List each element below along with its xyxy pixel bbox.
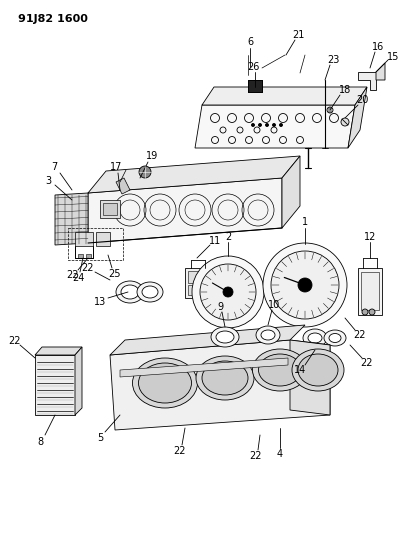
Text: 26: 26 — [247, 62, 259, 72]
Bar — [78, 254, 83, 258]
Ellipse shape — [138, 363, 192, 403]
Circle shape — [341, 118, 349, 126]
Circle shape — [271, 251, 339, 319]
Text: 14: 14 — [294, 365, 306, 375]
Text: 22: 22 — [9, 336, 21, 346]
Polygon shape — [55, 193, 88, 245]
Ellipse shape — [258, 354, 302, 386]
Text: 18: 18 — [339, 85, 351, 95]
Circle shape — [298, 278, 312, 292]
Ellipse shape — [298, 354, 338, 386]
Text: 4: 4 — [277, 449, 283, 459]
Circle shape — [362, 309, 368, 315]
Ellipse shape — [292, 349, 344, 391]
Polygon shape — [116, 178, 130, 194]
Polygon shape — [282, 156, 300, 228]
Text: 8: 8 — [37, 437, 43, 447]
Polygon shape — [290, 340, 330, 415]
Polygon shape — [88, 178, 282, 243]
Ellipse shape — [303, 329, 327, 347]
Ellipse shape — [133, 358, 197, 408]
Circle shape — [200, 264, 256, 320]
Ellipse shape — [196, 356, 254, 400]
Text: 16: 16 — [372, 42, 384, 52]
Circle shape — [139, 166, 151, 178]
Bar — [188, 271, 206, 283]
Text: 7: 7 — [51, 162, 57, 172]
Text: 12: 12 — [364, 232, 376, 242]
Text: 3: 3 — [45, 176, 51, 186]
Polygon shape — [358, 268, 382, 315]
Circle shape — [223, 287, 233, 297]
Text: 20: 20 — [356, 95, 368, 105]
Text: 22: 22 — [250, 451, 262, 461]
Polygon shape — [120, 358, 288, 377]
Text: 1: 1 — [302, 217, 308, 227]
Ellipse shape — [211, 327, 239, 347]
Circle shape — [369, 309, 375, 315]
Ellipse shape — [329, 334, 341, 343]
Polygon shape — [376, 63, 385, 80]
Ellipse shape — [324, 330, 346, 346]
Polygon shape — [110, 340, 330, 430]
Bar — [185, 268, 209, 298]
Ellipse shape — [216, 331, 234, 343]
Polygon shape — [75, 347, 82, 415]
Polygon shape — [88, 156, 300, 193]
Ellipse shape — [121, 285, 139, 299]
Circle shape — [263, 243, 347, 327]
Text: 22: 22 — [67, 270, 79, 280]
Polygon shape — [358, 72, 376, 90]
Text: 15: 15 — [387, 52, 399, 62]
Polygon shape — [195, 105, 355, 148]
Text: 19: 19 — [146, 151, 158, 161]
Bar — [68, 228, 123, 260]
Ellipse shape — [137, 282, 163, 302]
Text: 17: 17 — [110, 162, 122, 172]
Circle shape — [272, 124, 276, 126]
Bar — [188, 285, 206, 295]
Text: 22: 22 — [174, 446, 186, 456]
Polygon shape — [100, 200, 120, 218]
Ellipse shape — [202, 361, 248, 395]
Polygon shape — [35, 355, 75, 415]
Bar — [248, 80, 262, 92]
Bar — [86, 254, 91, 258]
Circle shape — [258, 124, 262, 126]
Text: 22: 22 — [82, 263, 94, 273]
Circle shape — [192, 256, 264, 328]
Text: 6: 6 — [247, 37, 253, 47]
Bar — [96, 232, 110, 246]
Circle shape — [327, 107, 333, 113]
Bar — [103, 203, 117, 215]
Polygon shape — [202, 87, 367, 105]
Text: 22: 22 — [361, 358, 373, 368]
Text: 23: 23 — [327, 55, 339, 65]
Bar — [361, 272, 379, 310]
Text: 9: 9 — [217, 302, 223, 312]
Bar — [75, 232, 93, 246]
Ellipse shape — [142, 286, 158, 298]
Text: 13: 13 — [94, 297, 106, 307]
Circle shape — [265, 124, 269, 126]
Circle shape — [279, 124, 283, 126]
Text: 11: 11 — [209, 236, 221, 246]
Text: 24: 24 — [72, 273, 84, 283]
Polygon shape — [110, 325, 305, 355]
Ellipse shape — [261, 330, 275, 340]
Ellipse shape — [116, 281, 144, 303]
Text: 2: 2 — [225, 232, 231, 242]
Ellipse shape — [253, 349, 307, 391]
Ellipse shape — [308, 333, 322, 343]
Text: 5: 5 — [97, 433, 103, 443]
Text: 22: 22 — [354, 330, 366, 340]
Polygon shape — [35, 347, 82, 355]
Ellipse shape — [256, 326, 280, 344]
Text: 91J82 1600: 91J82 1600 — [18, 14, 88, 24]
Circle shape — [251, 124, 255, 126]
Polygon shape — [348, 87, 367, 148]
Text: 25: 25 — [109, 269, 121, 279]
Text: 10: 10 — [268, 300, 280, 310]
Text: 21: 21 — [292, 30, 304, 40]
